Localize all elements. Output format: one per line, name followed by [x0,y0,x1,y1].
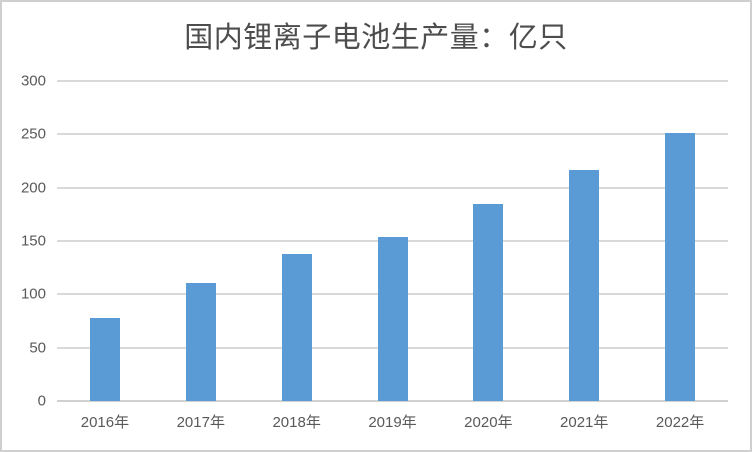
gridline-200 [57,186,728,189]
x-tick-label-2021年: 2021年 [560,414,609,431]
x-tick-label-2022年: 2022年 [655,414,705,431]
y-tick-label-150: 150 [20,232,46,250]
bar-2019年 [377,236,408,401]
bar-2017年 [185,282,216,401]
bar-2021年 [569,169,600,401]
bar-2018年 [281,253,312,401]
plot-area [57,80,728,402]
gridline-250 [57,133,728,136]
bar-2016年 [89,317,120,401]
x-tick-label-2016年: 2016年 [80,414,130,431]
y-tick-label-300: 300 [20,72,46,90]
bar-2022年 [665,133,696,401]
y-tick-label-0: 0 [37,392,46,410]
bar-2020年 [473,203,504,401]
y-tick-label-100: 100 [20,285,46,303]
x-tick-label-2020年: 2020年 [464,414,513,431]
x-tick-label-2019年: 2019年 [368,414,417,431]
x-axis: 2016年 2017年 2018年 2019年 2020年 2021年 2022年 [57,414,728,432]
chart-title: 国内锂离子电池生产量：亿只 [184,20,568,54]
x-tick-label-2017年: 2017年 [176,414,225,431]
y-tick-label-250: 250 [20,125,46,143]
x-axis-line [57,400,728,402]
x-tick-label-2018年: 2018年 [272,414,321,431]
gridline-300 [57,80,728,82]
y-tick-label-50: 50 [29,339,46,357]
y-axis: 0 50 100 150 200 250 300 [2,74,46,409]
y-tick-label-200: 200 [20,179,46,197]
